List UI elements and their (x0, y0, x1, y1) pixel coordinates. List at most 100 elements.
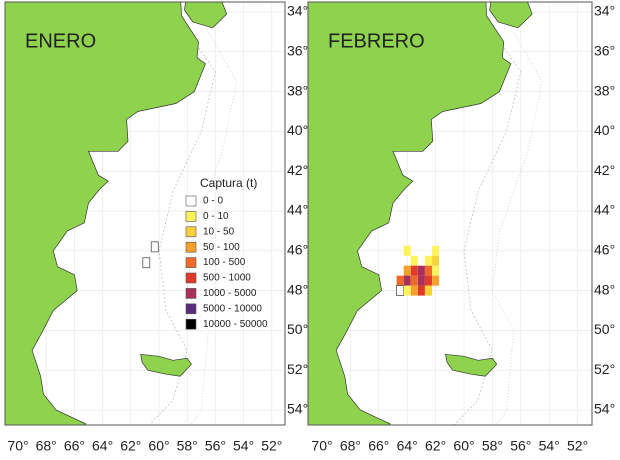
isobath (453, 31, 522, 425)
catch-cell (425, 255, 432, 266)
catch-cell (425, 275, 432, 286)
lat-label: 42° (594, 162, 615, 178)
lat-label: 52° (287, 361, 308, 377)
panel-title: ENERO (25, 30, 96, 52)
catch-cell (150, 241, 159, 253)
lat-label: 44° (287, 202, 308, 218)
legend-label: 10000 - 50000 (203, 319, 268, 330)
lon-label: 70° (7, 438, 28, 454)
catch-cell (396, 285, 405, 297)
legend: Captura (t) 0 - 0 0 - 10 10 - 50 50 - 100 100… (185, 176, 268, 330)
panel-title: FEBRERO (328, 30, 425, 52)
lon-label: 66° (368, 438, 389, 454)
catch-cell (417, 265, 425, 276)
panel-frame (4, 1, 286, 426)
lon-label: 54° (539, 438, 560, 454)
panel-frame (307, 1, 593, 426)
lat-label: 34° (287, 3, 308, 19)
catch-cell (410, 265, 418, 276)
map-panel (5, 2, 285, 425)
lon-label: 68° (36, 438, 57, 454)
lon-label: 56° (205, 438, 226, 454)
land (5, 2, 206, 425)
land (445, 353, 498, 377)
lat-label: 46° (594, 242, 615, 258)
lon-label: 64° (92, 438, 113, 454)
lon-label: 62° (425, 438, 446, 454)
catch-cell (410, 275, 418, 286)
catch-cell (403, 245, 411, 256)
lon-label: 52° (261, 438, 282, 454)
lat-label: 36° (594, 43, 615, 59)
legend-label: 0 - 10 (203, 211, 229, 222)
legend-label: 500 - 1000 (203, 273, 251, 284)
lat-label: 50° (287, 321, 308, 337)
lat-label: 46° (287, 242, 308, 258)
lon-label: 58° (482, 438, 503, 454)
catch-cell (396, 275, 404, 286)
catch-cell (142, 257, 151, 269)
lat-label: 36° (287, 43, 308, 59)
legend-label: 10 - 50 (203, 226, 235, 237)
legend-swatch (185, 272, 197, 284)
lat-label: 40° (287, 122, 308, 138)
legend-swatch (185, 257, 197, 268)
lon-label: 62° (120, 438, 141, 454)
land (308, 2, 512, 425)
lat-label: 50° (594, 321, 615, 337)
lat-label: 54° (287, 401, 308, 417)
lon-label: 66° (64, 438, 85, 454)
lon-label: 56° (510, 438, 531, 454)
legend-swatch (185, 241, 197, 253)
lat-label: 38° (594, 82, 615, 98)
lat-label: 38° (287, 82, 308, 98)
map-panel (308, 2, 592, 425)
legend-label: 1000 - 5000 (203, 288, 257, 299)
lon-label: 60° (148, 438, 169, 454)
legend-label: 5000 - 10000 (203, 303, 262, 314)
land (184, 2, 228, 29)
legend-label: 100 - 500 (203, 257, 246, 268)
lon-label: 58° (177, 438, 198, 454)
lon-label: 52° (567, 438, 588, 454)
legend-swatch (185, 303, 197, 315)
lat-label: 52° (594, 361, 615, 377)
lat-label: 40° (594, 122, 615, 138)
catch-cell (417, 285, 425, 296)
catch-cell (417, 275, 425, 286)
isobath (492, 31, 543, 425)
lon-label: 68° (340, 438, 361, 454)
catch-cell (432, 255, 440, 266)
lat-label: 42° (287, 162, 308, 178)
legend-swatch (185, 288, 197, 299)
legend-label: 50 - 100 (203, 242, 240, 253)
legend-label: 0 - 0 (203, 196, 223, 207)
lat-label: 48° (287, 281, 308, 297)
catch-cell (432, 275, 440, 286)
catch-cell (425, 285, 432, 296)
catch-cell (403, 275, 411, 286)
lon-label: 70° (311, 438, 332, 454)
catch-cell (403, 285, 411, 296)
lon-label: 64° (397, 438, 418, 454)
land (140, 353, 192, 377)
catch-cell (410, 255, 418, 266)
isobath (186, 31, 237, 425)
legend-swatch (185, 211, 197, 222)
lat-label: 44° (594, 202, 615, 218)
catch-cell (410, 285, 418, 296)
lat-label: 48° (594, 281, 615, 297)
isobath (149, 31, 216, 425)
lat-label: 34° (594, 3, 615, 19)
legend-swatch (185, 318, 197, 330)
lat-label: 54° (594, 401, 615, 417)
lon-label: 54° (233, 438, 254, 454)
catch-cell (432, 265, 440, 276)
legend-title: Captura (t) (200, 176, 257, 190)
legend-swatch (185, 195, 197, 207)
legend-swatch (185, 226, 197, 238)
catch-cell (432, 245, 440, 256)
catch-cell (425, 265, 432, 276)
lon-label: 60° (453, 438, 474, 454)
